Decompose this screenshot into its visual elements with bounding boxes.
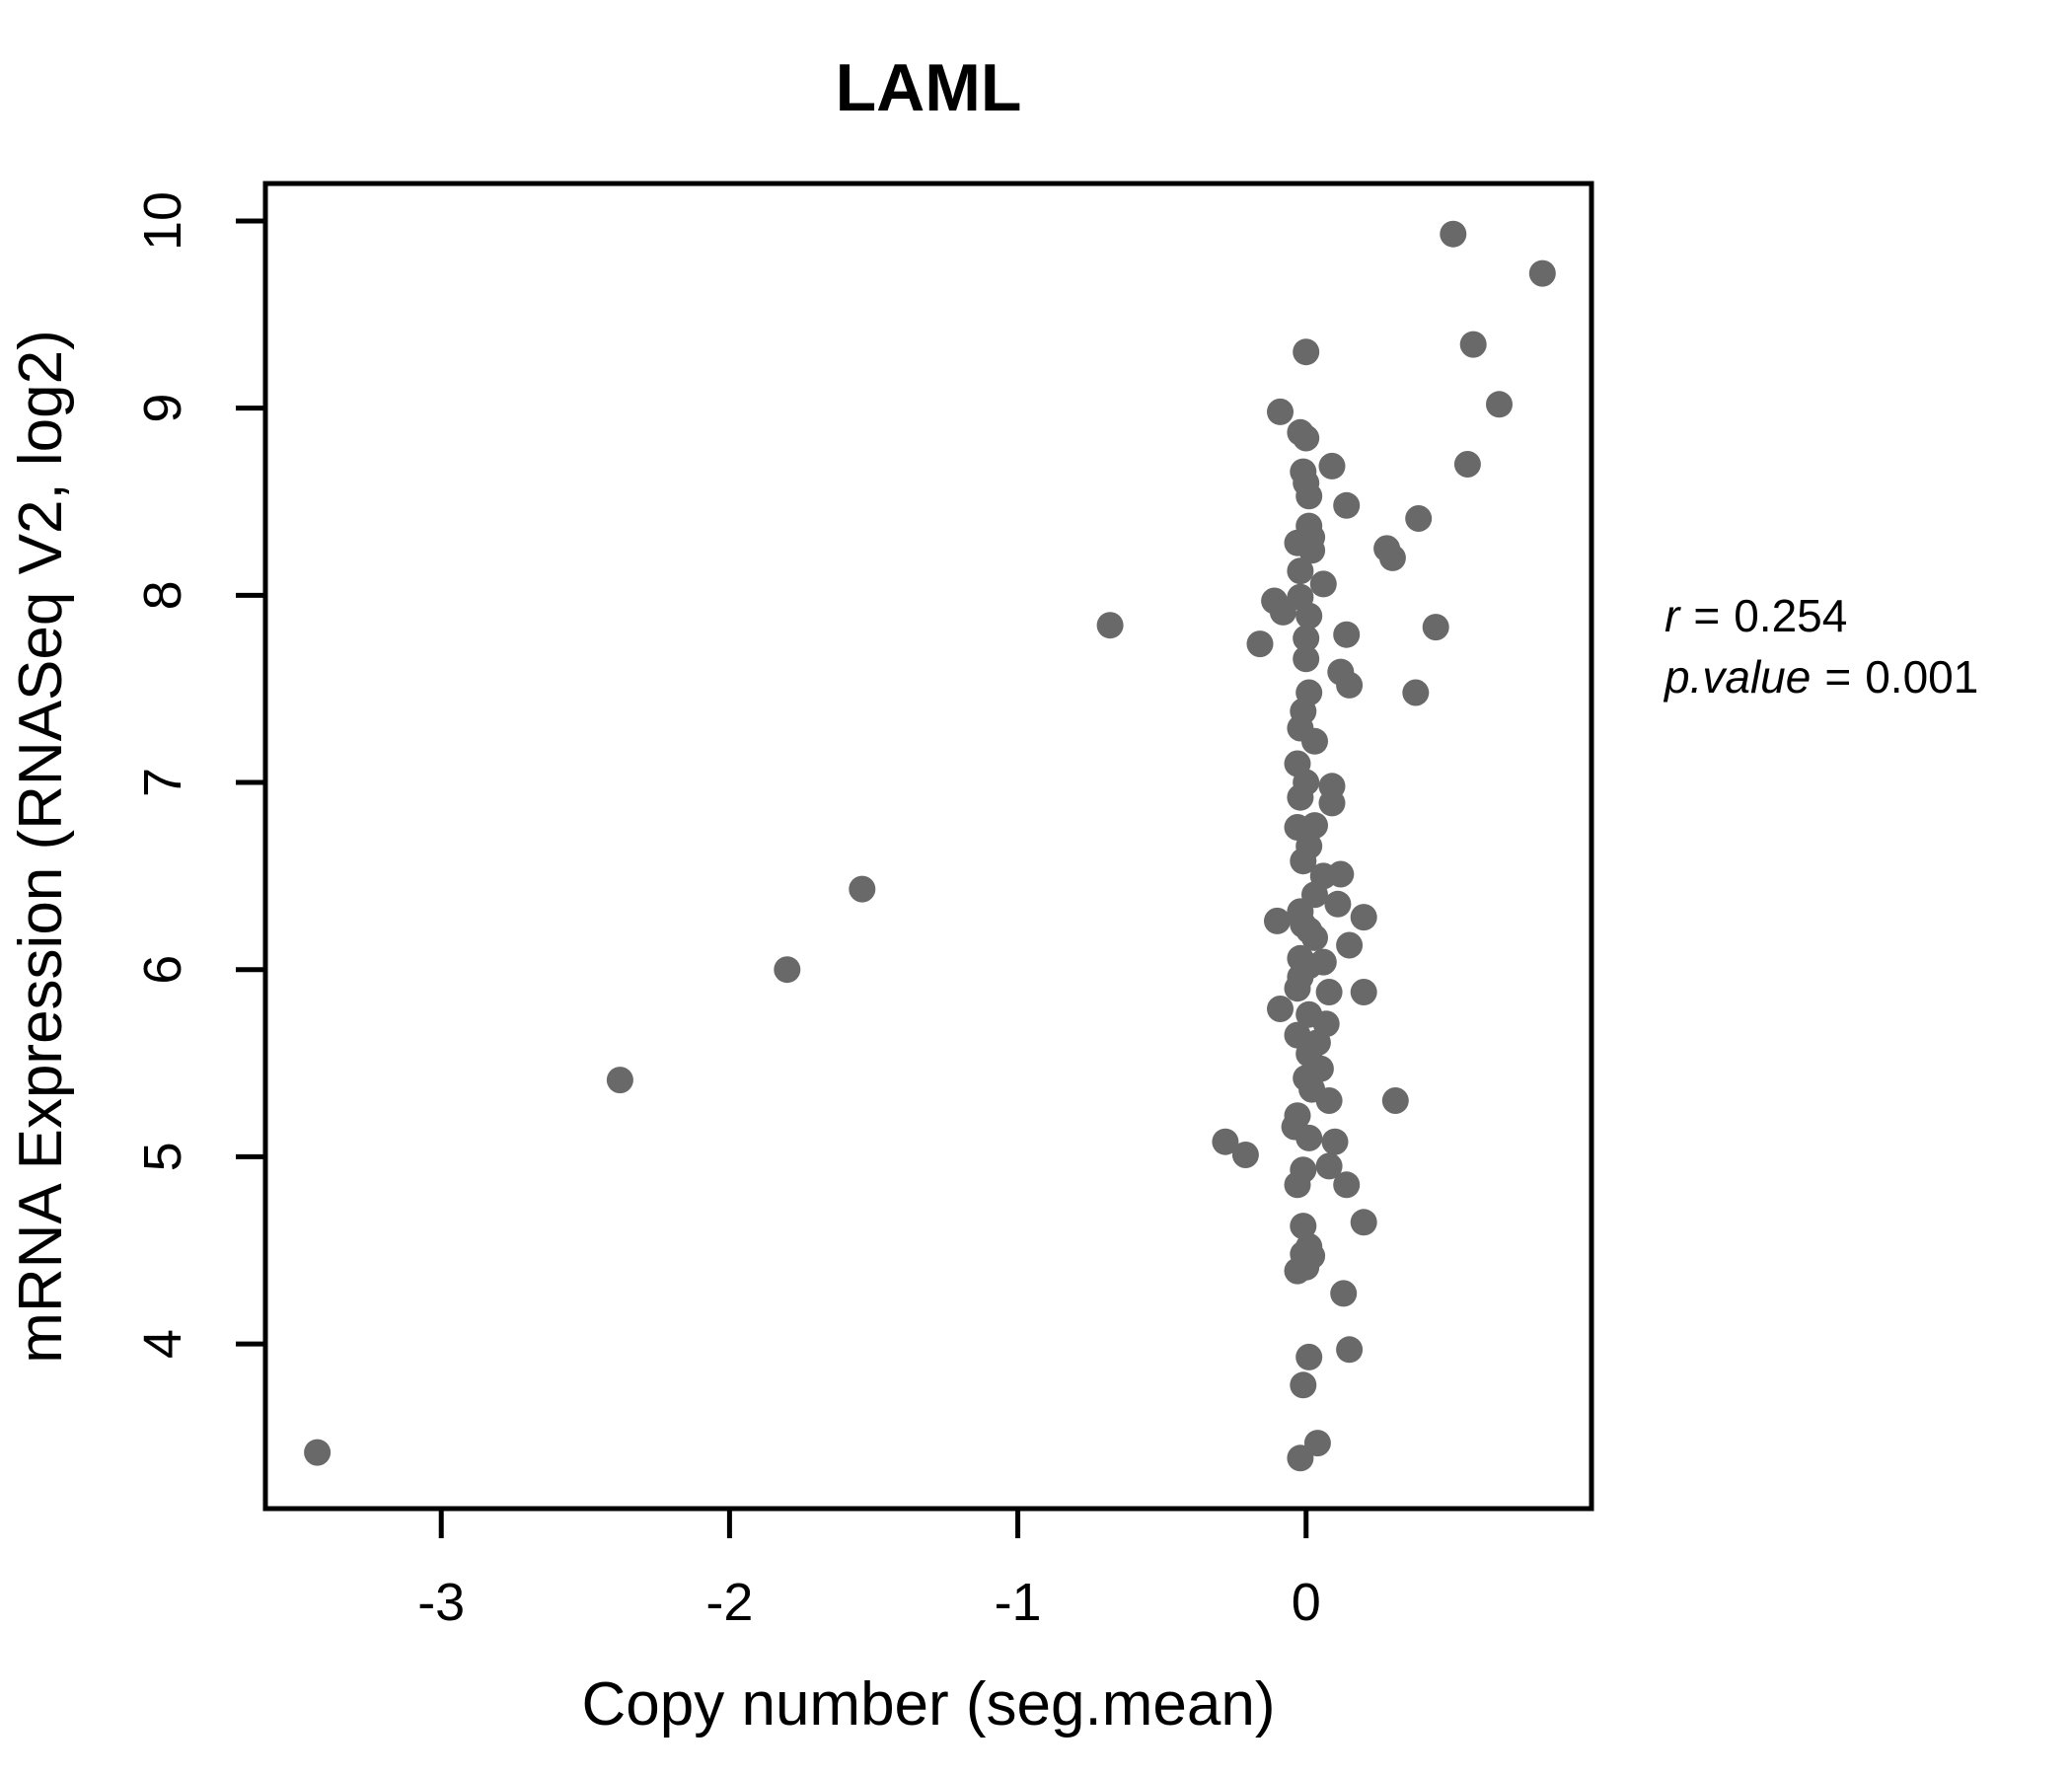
data-point	[1287, 1444, 1314, 1472]
data-point	[1246, 630, 1274, 658]
data-point	[1290, 1371, 1317, 1399]
data-point	[1405, 505, 1433, 532]
y-tick-label: 7	[133, 768, 192, 797]
data-point	[1284, 1171, 1311, 1199]
data-point	[1486, 391, 1513, 418]
data-point	[1315, 1087, 1343, 1114]
data-point	[1267, 996, 1294, 1022]
data-point	[1290, 1213, 1317, 1240]
annotation-equals: =	[1824, 651, 1851, 703]
data-point	[1336, 671, 1364, 699]
data-point	[606, 1067, 633, 1094]
data-point	[1293, 338, 1320, 366]
x-tick-label: 0	[1292, 1573, 1321, 1632]
data-point	[1336, 1336, 1364, 1364]
data-point	[1293, 424, 1320, 452]
data-point	[1350, 1209, 1377, 1236]
y-axis-ticks: 4 5 6 7 8 9 10	[133, 191, 265, 1359]
data-point	[1318, 452, 1346, 480]
data-point	[1264, 907, 1291, 934]
data-point	[1330, 1280, 1358, 1307]
data-point	[304, 1439, 332, 1466]
data-point	[1287, 557, 1314, 585]
chart-title: LAML	[836, 50, 1022, 125]
data-point	[1301, 727, 1328, 755]
data-point	[1295, 1343, 1323, 1370]
data-point	[1336, 931, 1364, 959]
data-point	[1301, 812, 1328, 840]
data-point	[849, 875, 876, 903]
x-tick-label: -3	[417, 1573, 465, 1632]
data-point	[1290, 848, 1317, 875]
data-point	[1315, 979, 1343, 1005]
y-axis-label: mRNA Expression (RNASeq V2, log2)	[7, 330, 75, 1364]
data-point	[1350, 979, 1377, 1005]
data-point	[1295, 602, 1323, 629]
data-point	[774, 956, 801, 984]
data-point	[1318, 789, 1346, 817]
data-point	[1301, 924, 1328, 951]
annotation-variable: p.value	[1663, 651, 1811, 703]
data-point	[1378, 544, 1406, 571]
annotation-value: 0.254	[1734, 590, 1847, 641]
data-point	[1309, 570, 1337, 598]
y-tick-label: 4	[133, 1329, 192, 1359]
data-point	[1440, 220, 1467, 248]
data-point	[1303, 1430, 1331, 1457]
data-point	[1293, 645, 1320, 673]
data-point	[1231, 1142, 1259, 1168]
y-tick-label: 9	[133, 394, 192, 423]
scatter-points	[304, 220, 1556, 1472]
data-point	[1528, 259, 1556, 287]
data-point	[1295, 1124, 1323, 1151]
data-point	[1315, 1152, 1343, 1180]
data-point	[1324, 890, 1352, 918]
data-point	[1267, 398, 1294, 425]
data-point	[1287, 783, 1314, 811]
annotation-variable: r	[1665, 590, 1681, 641]
annotation-equals: =	[1693, 590, 1720, 641]
y-tick-label: 6	[133, 955, 192, 985]
x-axis-label: Copy number (seg.mean)	[582, 1670, 1276, 1739]
data-point	[1350, 904, 1377, 931]
data-point	[1333, 1171, 1361, 1199]
data-point	[1422, 614, 1449, 641]
y-tick-label: 8	[133, 580, 192, 610]
correlation-annotation: r = 0.254 p.value = 0.001	[1663, 590, 1978, 703]
data-point	[1096, 612, 1124, 639]
data-point	[1284, 975, 1311, 1002]
x-axis-ticks: -3 -2 -1 0	[417, 1509, 1321, 1632]
y-tick-label: 5	[133, 1142, 192, 1171]
annotation-r-line: r = 0.254	[1665, 590, 1847, 641]
data-point	[1293, 625, 1320, 652]
data-point	[1321, 1128, 1349, 1155]
plot-border	[262, 181, 1594, 1512]
x-tick-label: -1	[995, 1573, 1042, 1632]
data-point	[1333, 491, 1361, 519]
data-point	[1298, 537, 1326, 564]
data-point	[1212, 1128, 1239, 1155]
data-point	[1453, 451, 1481, 478]
data-point	[1402, 679, 1430, 706]
x-tick-label: -2	[705, 1573, 753, 1632]
data-point	[1327, 860, 1355, 888]
annotation-value: 0.001	[1865, 651, 1978, 703]
y-tick-label: 10	[133, 191, 192, 251]
data-point	[1295, 482, 1323, 510]
data-point	[1459, 331, 1487, 358]
data-point	[1381, 1087, 1409, 1114]
annotation-pvalue-line: p.value = 0.001	[1663, 651, 1978, 703]
data-point	[1284, 1257, 1311, 1285]
data-point	[1269, 598, 1296, 626]
data-point	[1333, 621, 1361, 648]
